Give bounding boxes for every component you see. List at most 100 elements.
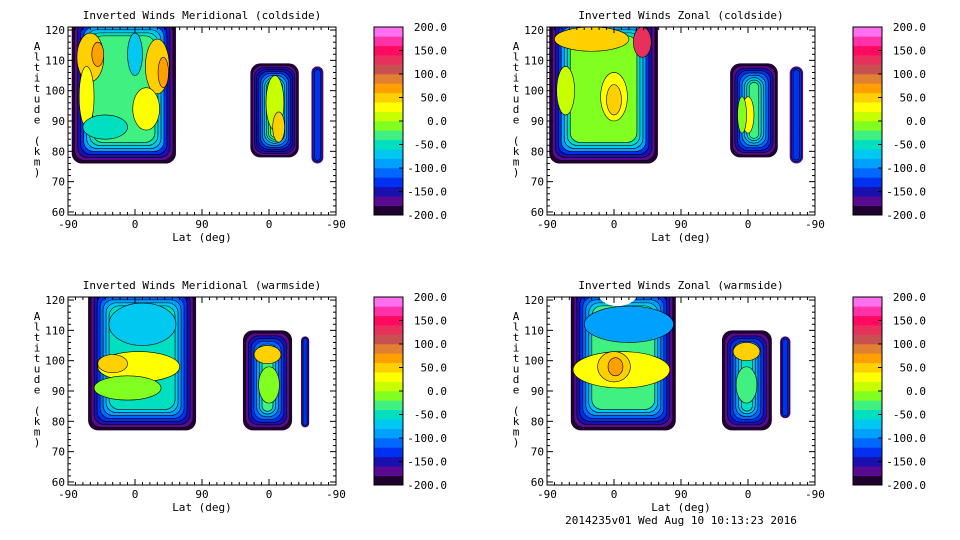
y-axis-label-char: l <box>34 321 41 334</box>
colorbar-band <box>853 456 882 467</box>
y-axis-label-char: l <box>513 51 520 64</box>
colorbar-band <box>853 64 882 75</box>
y-axis-label-char: d <box>34 373 41 386</box>
x-axis-label: Lat (deg) <box>651 231 711 244</box>
colorbar-band <box>853 130 882 141</box>
x-tick-label: -90 <box>326 218 346 231</box>
colorbar-tick-label: -150.0 <box>886 186 926 199</box>
contour-spot <box>556 66 575 116</box>
y-tick-label: 60 <box>531 206 544 219</box>
y-tick-label: 100 <box>524 355 544 368</box>
y-axis-label-char: t <box>513 82 520 95</box>
colorbar-tick-label: 200.0 <box>414 21 447 34</box>
colorbar-band <box>374 325 403 335</box>
colorbar-band <box>374 177 403 188</box>
colorbar-band <box>374 36 403 47</box>
y-axis-label-char: i <box>34 72 41 85</box>
y-axis-label-char: e <box>34 114 41 127</box>
colorbar-tick-label: -200.0 <box>886 479 926 492</box>
colorbar-tick-label: 100.0 <box>414 68 447 81</box>
y-axis-label-char: e <box>34 384 41 397</box>
colorbar-band <box>374 55 403 65</box>
y-tick-label: 90 <box>531 115 544 128</box>
colorbar-band <box>374 306 403 317</box>
contour-level <box>792 69 801 161</box>
contour-level <box>314 69 321 161</box>
colorbar-tick-label: 0.0 <box>906 385 926 398</box>
colorbar-band <box>374 362 403 373</box>
contour-spot <box>732 342 761 361</box>
colorbar-band <box>374 447 403 458</box>
colorbar-tick-label: 50.0 <box>421 362 448 375</box>
y-tick-label: 100 <box>45 85 65 98</box>
y-axis-label-char: d <box>513 373 520 386</box>
contour-spot <box>633 27 652 58</box>
colorbar-band <box>853 205 882 216</box>
colorbar-band <box>374 409 403 420</box>
y-axis-label-char: m <box>34 156 41 169</box>
colorbar-band <box>374 315 403 326</box>
contour-panel: Inverted Winds Zonal (warmside) -90 0 90 0 -9… <box>513 279 926 514</box>
colorbar-tick-label: 200.0 <box>893 21 926 34</box>
colorbar-tick-label: -150.0 <box>407 186 447 199</box>
x-tick-label: 0 <box>266 488 273 501</box>
y-axis-label-char: e <box>513 384 520 397</box>
y-axis-label-char: k <box>513 415 520 428</box>
y-axis-label-char: t <box>513 61 520 74</box>
contour-spot <box>127 32 143 76</box>
y-tick-label: 110 <box>45 54 65 67</box>
x-tick-label: 0 <box>611 218 618 231</box>
y-axis-label-char: ( <box>34 405 41 418</box>
colorbar-band <box>374 438 403 448</box>
x-tick-label: -90 <box>537 488 557 501</box>
colorbar-band <box>853 334 882 345</box>
colorbar-tick-label: 0.0 <box>427 385 447 398</box>
x-tick-label: -90 <box>805 488 825 501</box>
colorbar-band <box>853 139 882 150</box>
colorbar-tick-label: -50.0 <box>414 409 447 422</box>
y-tick-label: 80 <box>531 145 544 158</box>
colorbar-band <box>853 111 882 122</box>
y-tick-label: 90 <box>52 115 65 128</box>
y-axis-label-char: ( <box>513 135 520 148</box>
y-tick-label: 120 <box>524 294 544 307</box>
y-axis-label-char: t <box>513 331 520 344</box>
colorbar-band <box>374 64 403 75</box>
y-tick-label: 80 <box>52 145 65 158</box>
y-axis-label-char: i <box>513 72 520 85</box>
colorbar-band <box>853 45 882 56</box>
colorbar-band <box>374 139 403 150</box>
colorbar-band <box>853 297 882 307</box>
y-axis-label-char: A <box>513 40 520 53</box>
contour-spot <box>91 41 105 67</box>
colorbar-band <box>853 447 882 458</box>
y-tick-label: 60 <box>52 206 65 219</box>
y-tick-label: 70 <box>531 446 544 459</box>
y-axis-label-char: k <box>513 145 520 158</box>
x-axis-label: Lat (deg) <box>651 501 711 514</box>
y-axis-label-char: A <box>34 40 41 53</box>
x-tick-label: -90 <box>537 218 557 231</box>
contour-panel: Inverted Winds Zonal (coldside) -90 0 90 0 -9… <box>513 9 926 244</box>
colorbar-band <box>374 205 403 216</box>
plot-area <box>570 297 791 431</box>
y-tick-label: 100 <box>45 355 65 368</box>
colorbar-tick-label: -50.0 <box>893 139 926 152</box>
y-axis-label-char: A <box>513 310 520 323</box>
colorbar-band <box>374 334 403 345</box>
colorbar-band <box>374 130 403 141</box>
contour-spot <box>82 114 128 140</box>
x-tick-label: 0 <box>266 218 273 231</box>
contour-panel: Inverted Winds Meridional (warmside) -90 0… <box>34 279 447 514</box>
colorbar-tick-label: -200.0 <box>886 209 926 222</box>
colorbar-band <box>374 102 403 112</box>
y-tick-label: 70 <box>52 446 65 459</box>
colorbar-tick-label: -150.0 <box>886 456 926 469</box>
colorbar-band <box>853 74 882 84</box>
x-tick-label: -90 <box>326 488 346 501</box>
x-axis-label: Lat (deg) <box>172 501 232 514</box>
colorbar-tick-label: -200.0 <box>407 479 447 492</box>
panel-title: Inverted Winds Zonal (warmside) <box>578 279 783 292</box>
contour-spot <box>253 345 282 365</box>
